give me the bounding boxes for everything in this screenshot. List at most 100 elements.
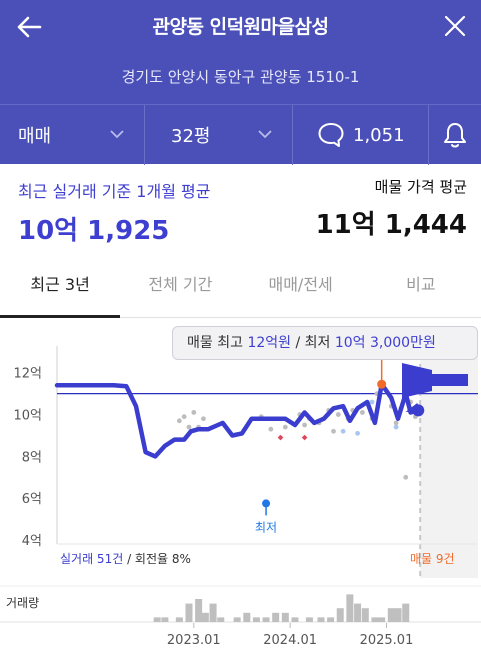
volume-bar [371, 617, 379, 622]
volume-bar [201, 612, 209, 622]
actual-trade-point [282, 424, 288, 430]
actual-trade-point [302, 422, 307, 428]
lease-trade-point [393, 424, 399, 430]
volume-bar [354, 603, 362, 622]
volume-bar [346, 594, 354, 622]
latest-price-point [412, 404, 425, 417]
tooltip-low-label: 최저 [304, 335, 331, 351]
price-range-tooltip: 매물 최고 12억원 / 최저 10억 3,000만원 [172, 326, 478, 360]
y-tick-label: 8억 [22, 450, 42, 465]
lease-trade-point [340, 428, 346, 434]
trade-type-dropdown[interactable]: 매매 [0, 105, 145, 165]
listing-range-bracket [402, 363, 432, 398]
tooltip-separator: / [295, 335, 305, 351]
volume-bar [185, 603, 193, 622]
x-tick-label: 2023.01 [167, 633, 221, 648]
volume-bar [195, 599, 203, 622]
actual-trade-point [181, 414, 187, 420]
y-tick-label: 6억 [22, 492, 42, 507]
tab-trade-lease[interactable]: 매매/전세 [268, 275, 333, 294]
tab-recent-3-years[interactable]: 최근 3년 [0, 260, 121, 318]
y-tick-label: 10억 [13, 409, 42, 424]
lease-trade-point [369, 399, 375, 405]
actual-trade-point [359, 410, 365, 415]
volume-bar [387, 608, 395, 622]
alarm-button[interactable] [429, 105, 481, 165]
actual-trade-point [335, 412, 341, 417]
lease-trade-point [355, 430, 360, 436]
size-dropdown[interactable]: 32평 [145, 105, 293, 165]
y-tick-label: 4억 [22, 534, 42, 549]
apartment-title: 관양동 인덕원마을삼성 [152, 16, 329, 38]
listing-count: 매물 9건 [410, 552, 455, 566]
average-price-line [54, 381, 421, 459]
listing-range-bar [432, 374, 468, 386]
actual-trade-point [393, 420, 399, 426]
volume-bar [291, 617, 299, 622]
period-tabs: 최근 3년 전체 기간 매매/전세 비교 [0, 260, 481, 318]
comments-button[interactable]: 1,051 [293, 105, 429, 165]
peak-point [377, 379, 387, 389]
tab-compare[interactable]: 비교 [406, 275, 436, 294]
actual-trade-point [268, 426, 274, 432]
volume-bar [394, 608, 402, 622]
bell-icon [444, 123, 466, 148]
caption-separator: / [123, 552, 135, 566]
actual-trade-average: 10억 1,925 [18, 216, 170, 246]
turnover-rate: 회전율 8% [135, 552, 191, 566]
close-icon[interactable] [441, 12, 469, 40]
chevron-down-icon [110, 130, 124, 139]
volume-bar [361, 608, 369, 622]
chevron-down-icon [258, 130, 272, 139]
special-trade-point [301, 434, 308, 441]
price-summary: 최근 실거래 기준 1개월 평균 10억 1,925 매물 가격 평균 11억 … [0, 164, 481, 260]
listing-average: 11억 1,444 [315, 210, 467, 240]
actual-trade-point [191, 410, 197, 415]
tooltip-low-value: 10억 3,000만원 [334, 335, 436, 351]
volume-bar [378, 617, 386, 622]
comment-count: 1,051 [353, 124, 405, 146]
tab-all-period[interactable]: 전체 기간 [148, 275, 213, 294]
tooltip-high-value: 12억원 [247, 335, 292, 351]
volume-bar [305, 617, 313, 622]
actual-trade-point [186, 424, 192, 430]
apartment-address: 경기도 안양시 동안구 관양동 1510-1 [121, 68, 360, 86]
trade-type-value: 매매 [18, 126, 52, 147]
volume-bar [209, 603, 217, 622]
actual-trade-label: 최근 실거래 기준 1개월 평균 [18, 182, 211, 201]
volume-bar [217, 617, 225, 622]
y-tick-label: 12억 [13, 367, 42, 382]
listing-label: 매물 가격 평균 [374, 178, 467, 196]
tooltip-high-label: 매물 최고 [187, 335, 243, 351]
volume-bar [161, 617, 169, 622]
filter-bar: 매매 32평 1,051 [0, 104, 481, 165]
min-point [262, 499, 271, 508]
volume-bar [402, 603, 410, 622]
volume-bar [262, 617, 270, 622]
volume-bar [281, 612, 289, 622]
min-label: 최저 [255, 520, 277, 534]
volume-bar [175, 617, 183, 622]
actual-trade-point [403, 474, 409, 480]
actual-trade-point [331, 428, 336, 434]
volume-bar [317, 617, 325, 622]
volume-bar [327, 617, 335, 622]
actual-trade-point [201, 416, 206, 422]
volume-bar [272, 612, 280, 622]
arrow-left-icon[interactable] [14, 12, 44, 42]
actual-trade-point [176, 418, 182, 424]
x-tick-label: 2025.01 [360, 633, 414, 648]
volume-bar [252, 617, 260, 622]
app-header: 관양동 인덕원마을삼성 경기도 안양시 동안구 관양동 1510-1 [0, 0, 481, 104]
volume-bar [153, 617, 161, 622]
volume-bar [336, 608, 344, 622]
speech-bubble-icon [318, 123, 344, 147]
volume-label: 거래량 [6, 596, 39, 610]
volume-bar [233, 617, 241, 622]
x-tick-label: 2024.01 [263, 633, 317, 648]
actual-trade-count: 실거래 51건 [60, 552, 123, 566]
size-value: 32평 [171, 126, 211, 147]
trade-count-caption: 실거래 51건 / 회전율 8% [60, 552, 191, 566]
volume-bar [243, 612, 251, 622]
